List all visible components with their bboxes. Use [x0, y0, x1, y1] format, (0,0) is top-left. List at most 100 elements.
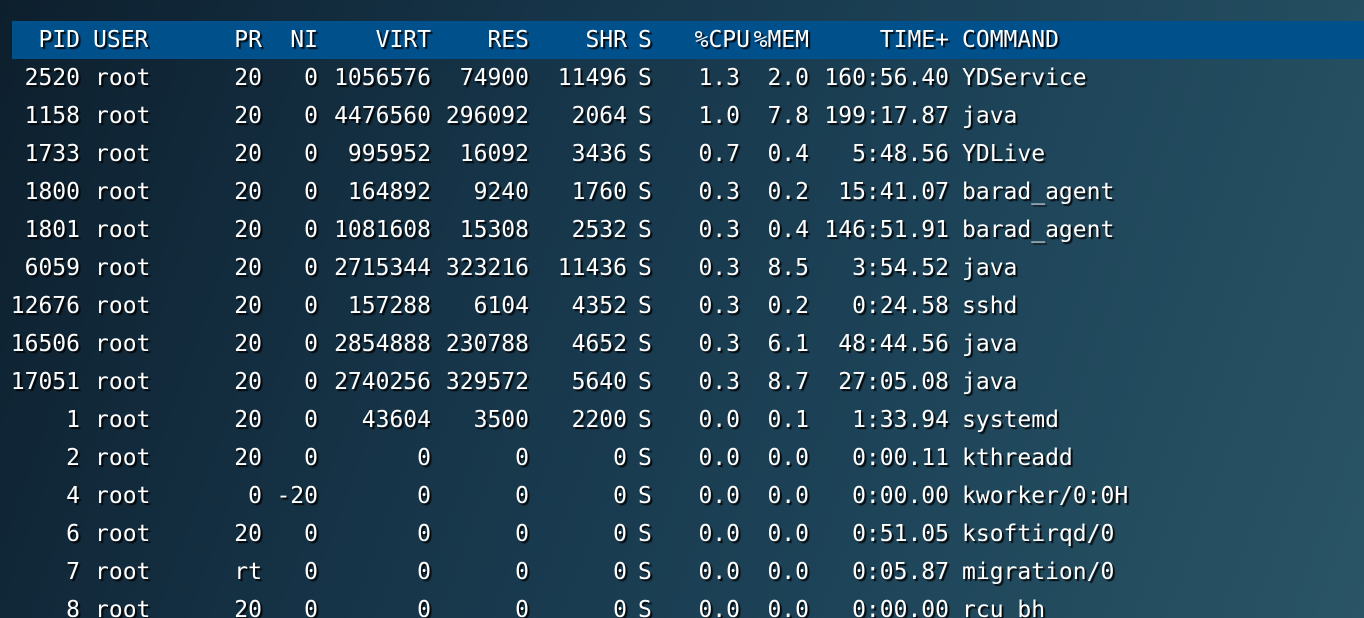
- pid-cell: 1801: [24, 217, 80, 243]
- pid-cell: 1158: [24, 103, 80, 129]
- table-row: 1158 root 20 0 4476560 296092 2064 S 1.0 7.8 199:1…: [0, 97, 1364, 135]
- header-ni: NI: [290, 27, 318, 53]
- virt-cell: 2715344: [334, 255, 431, 281]
- virt-cell: 0: [417, 559, 431, 585]
- state-cell: S: [638, 255, 652, 281]
- pid-cell: 2520: [24, 65, 80, 91]
- nice-cell: 0: [304, 407, 318, 433]
- user-cell: root: [95, 559, 151, 585]
- time-cell: 0:00.11: [852, 445, 949, 471]
- priority-cell: 20: [234, 369, 262, 395]
- cpu-cell: 0.7: [698, 141, 740, 167]
- res-cell: 0: [515, 521, 529, 547]
- user-cell: root: [95, 597, 151, 618]
- res-cell: 0: [515, 445, 529, 471]
- user-cell: root: [95, 255, 151, 281]
- cpu-cell: 0.0: [698, 445, 740, 471]
- nice-cell: 0: [304, 597, 318, 618]
- header-res: RES: [487, 27, 529, 53]
- pid-cell: 2: [66, 445, 80, 471]
- state-cell: S: [638, 597, 652, 618]
- time-cell: 27:05.08: [838, 369, 949, 395]
- mem-cell: 7.8: [767, 103, 809, 129]
- virt-cell: 995952: [347, 141, 431, 167]
- header-time: TIME+: [879, 27, 949, 53]
- shr-cell: 0: [613, 559, 627, 585]
- virt-cell: 164892: [347, 179, 431, 205]
- header-pid: PID: [38, 27, 80, 53]
- cpu-cell: 1.3: [698, 65, 740, 91]
- time-cell: 1:33.94: [852, 407, 949, 433]
- pid-cell: 12676: [10, 293, 80, 319]
- header-user: USER: [93, 27, 149, 53]
- cpu-cell: 0.0: [698, 483, 740, 509]
- process-list: 2520 root 20 0 1056576 74900 11496 S 1.3 2.0 160:5…: [0, 59, 1364, 618]
- priority-cell: 20: [234, 445, 262, 471]
- nice-cell: 0: [304, 103, 318, 129]
- table-row: 12676 root 20 0 157288 6104 4352 S 0.3 0.2 0:24.58…: [0, 287, 1364, 325]
- state-cell: S: [638, 521, 652, 547]
- cpu-cell: 0.0: [698, 521, 740, 547]
- state-cell: S: [638, 445, 652, 471]
- res-cell: 329572: [445, 369, 529, 395]
- shr-cell: 0: [613, 445, 627, 471]
- virt-cell: 2740256: [334, 369, 431, 395]
- command-cell: barad_agent: [962, 179, 1115, 205]
- priority-cell: 20: [234, 255, 262, 281]
- pid-cell: 16506: [10, 331, 80, 357]
- virt-cell: 0: [417, 597, 431, 618]
- time-cell: 0:05.87: [852, 559, 949, 585]
- command-cell: barad_agent: [962, 217, 1115, 243]
- cpu-cell: 0.3: [698, 331, 740, 357]
- pid-cell: 7: [66, 559, 80, 585]
- command-cell: java: [962, 369, 1018, 395]
- priority-cell: 20: [234, 293, 262, 319]
- res-cell: 0: [515, 597, 529, 618]
- res-cell: 74900: [459, 65, 529, 91]
- time-cell: 0:51.05: [852, 521, 949, 547]
- time-cell: 0:00.00: [852, 483, 949, 509]
- pid-cell: 1: [66, 407, 80, 433]
- priority-cell: 20: [234, 141, 262, 167]
- command-cell: java: [962, 103, 1018, 129]
- virt-cell: 1081608: [334, 217, 431, 243]
- time-cell: 0:00.00: [852, 597, 949, 618]
- user-cell: root: [95, 483, 151, 509]
- state-cell: S: [638, 179, 652, 205]
- table-row: 6059 root 20 0 2715344 323216 11436 S 0.3 8.5 3:54…: [0, 249, 1364, 287]
- cpu-cell: 0.0: [698, 559, 740, 585]
- mem-cell: 0.0: [767, 559, 809, 585]
- priority-cell: 20: [234, 597, 262, 618]
- virt-cell: 1056576: [334, 65, 431, 91]
- command-cell: systemd: [962, 407, 1059, 433]
- cpu-cell: 0.3: [698, 293, 740, 319]
- table-row: 2 root 20 0 0 0 0 S 0.0 0.0 0:00.11 kthreadd: [0, 439, 1364, 477]
- table-row: 1801 root 20 0 1081608 15308 2532 S 0.3 0.4 146:51…: [0, 211, 1364, 249]
- nice-cell: 0: [304, 445, 318, 471]
- res-cell: 3500: [473, 407, 529, 433]
- shr-cell: 3436: [571, 141, 627, 167]
- mem-cell: 0.4: [767, 217, 809, 243]
- cpu-cell: 1.0: [698, 103, 740, 129]
- shr-cell: 0: [613, 483, 627, 509]
- priority-cell: 0: [248, 483, 262, 509]
- time-cell: 0:24.58: [852, 293, 949, 319]
- header-state: S: [638, 27, 652, 53]
- cpu-cell: 0.3: [698, 255, 740, 281]
- res-cell: 296092: [445, 103, 529, 129]
- header-cpu: %CPU: [694, 27, 750, 53]
- user-cell: root: [95, 445, 151, 471]
- user-cell: root: [95, 521, 151, 547]
- command-cell: rcu_bh: [962, 597, 1046, 618]
- shr-cell: 4652: [571, 331, 627, 357]
- shr-cell: 2200: [571, 407, 627, 433]
- cpu-cell: 0.0: [698, 597, 740, 618]
- priority-cell: 20: [234, 65, 262, 91]
- mem-cell: 0.0: [767, 445, 809, 471]
- mem-cell: 8.7: [767, 369, 809, 395]
- user-cell: root: [95, 179, 151, 205]
- shr-cell: 11436: [557, 255, 627, 281]
- nice-cell: 0: [304, 141, 318, 167]
- state-cell: S: [638, 217, 652, 243]
- nice-cell: 0: [304, 369, 318, 395]
